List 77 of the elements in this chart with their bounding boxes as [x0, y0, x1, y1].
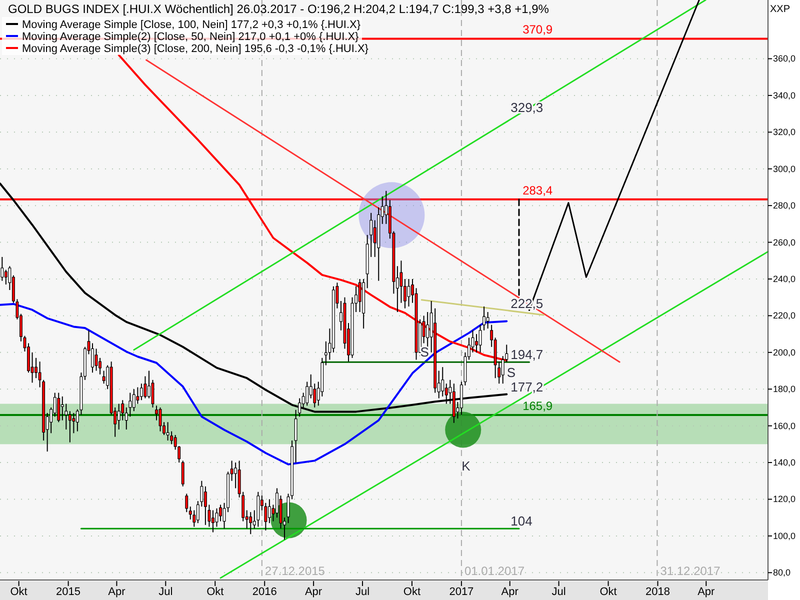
candlestick: [158, 406, 162, 432]
candlestick: [102, 370, 106, 384]
candlestick: [34, 357, 38, 379]
x-tick-label: Okt: [600, 586, 617, 598]
y-tick-label: 180,0: [773, 384, 796, 394]
x-tick-label: Apr: [698, 586, 716, 598]
candlestick: [117, 403, 120, 430]
candlestick: [212, 510, 214, 533]
candlestick: [306, 381, 309, 406]
candlestick: [441, 366, 444, 397]
candlestick: [181, 460, 184, 487]
candlestick: [185, 493, 188, 513]
y-tick-label: 100,0: [773, 530, 796, 541]
y-tick-label: 280,0: [773, 200, 796, 211]
candlestick: [4, 269, 8, 285]
candlestick: [132, 388, 136, 412]
candlestick: [249, 512, 252, 535]
candlestick: [136, 386, 140, 404]
candlestick: [219, 504, 222, 522]
annotation: S: [420, 344, 430, 360]
line-series: [0, 182, 508, 413]
x-tick-label: Jul: [158, 586, 173, 598]
x-tick-label: 2017: [449, 586, 474, 598]
y-axis-title: XXP: [770, 4, 790, 15]
candlestick: [166, 422, 170, 442]
candlestick: [204, 486, 207, 526]
y-tick-label: 320,0: [773, 127, 796, 138]
x-tick-label: Apr: [501, 586, 519, 598]
x-tick-label: 2018: [646, 586, 670, 598]
x-tick-label: Okt: [10, 586, 28, 598]
x-tick-label: Jul: [552, 586, 566, 598]
x-tick-label: 2016: [252, 586, 277, 598]
y-tick-label: 120,0: [773, 494, 796, 504]
x-tick-label: 2015: [56, 586, 81, 598]
y-tick-label: 340,0: [773, 90, 796, 100]
legend-label: Moving Average Simple [Close, 100, Nein] 177,2 +0,3 +0,1% {.HUI.X}: [22, 19, 361, 31]
candlestick: [475, 334, 478, 353]
ref-line-label: 31.12.2017: [660, 564, 721, 578]
y-tick-label: 80,0: [773, 568, 791, 578]
candlestick: [426, 312, 430, 348]
candlestick: [407, 278, 410, 308]
ref-line-label: 27.12.2015: [264, 564, 326, 578]
legend-label: Moving Average Simple(2) [Close, 50, Nein] 217,0 +0,1 +0% {.HUI.X}: [22, 31, 360, 43]
candlestick: [140, 383, 143, 401]
x-tick-label: Jul: [355, 586, 370, 598]
y-tick-label: 160,0: [773, 420, 796, 431]
candlestick: [144, 376, 147, 399]
candlestick: [94, 348, 98, 372]
candlestick: [57, 392, 60, 423]
candlestick: [444, 383, 448, 404]
ref-line-label: 370,9: [522, 22, 553, 37]
legend-label: Moving Average Simple(3) [Close, 200, Nein] 195,6 -0,3 -0,1% {.HUI.X}: [22, 43, 369, 55]
y-tick-label: 140,0: [773, 458, 796, 468]
y-tick-label: 220,0: [773, 310, 796, 321]
chart-title: GOLD BUGS INDEX [.HUI.X Wöchentlich] 26.03.2017 - O:196,2 H:204,2 L:194,7 C:199,3 +3,8 +1,9%: [8, 2, 550, 16]
annotation: 104: [510, 514, 532, 529]
annotation: K: [462, 458, 471, 474]
ref-line-label: 165,9: [522, 398, 553, 413]
ref-line-label: 283,4: [522, 183, 553, 198]
candlestick: [486, 312, 490, 330]
candlestick: [268, 498, 271, 524]
x-tick-label: Okt: [403, 586, 421, 598]
candlestick: [91, 342, 94, 374]
x-tick-label: Apr: [304, 586, 322, 598]
x-tick-label: Apr: [108, 586, 126, 598]
y-tick-label: 240,0: [773, 274, 796, 284]
y-tick-label: 300,0: [773, 164, 796, 174]
y-tick-label: 200,0: [773, 347, 796, 358]
x-tick-label: Okt: [206, 586, 224, 598]
y-tick-label: 360,0: [773, 54, 796, 64]
annotation: S: [506, 364, 516, 380]
ref-line-label: 01.01.2017: [464, 564, 525, 578]
annotation: 177,2: [510, 379, 544, 394]
candlestick: [68, 410, 72, 443]
y-tick-label: 260,0: [773, 237, 796, 248]
candlestick: [358, 278, 362, 313]
annotation: 194,7: [510, 347, 544, 362]
